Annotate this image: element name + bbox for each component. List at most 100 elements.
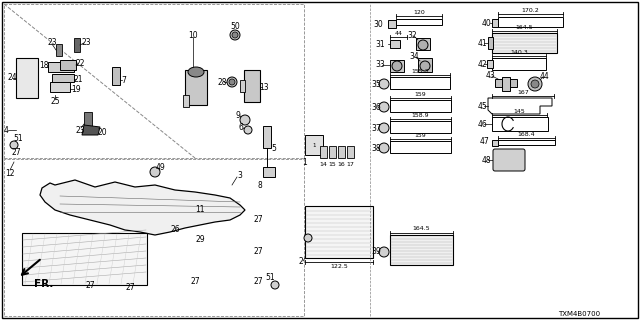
Bar [84,112,92,126]
Text: 140.3: 140.3 [510,50,528,54]
Bar [502,77,510,91]
Polygon shape [82,125,100,135]
Text: 39: 39 [371,247,381,257]
Bar [492,140,498,146]
Bar [388,20,396,28]
Text: 27: 27 [85,281,95,290]
Bar [338,146,345,158]
Text: 18: 18 [39,60,49,69]
Ellipse shape [188,67,204,77]
Circle shape [271,281,279,289]
Bar [390,121,451,133]
Circle shape [150,167,160,177]
Text: 21: 21 [73,75,83,84]
Text: 8: 8 [258,180,262,189]
Bar [183,95,189,107]
Text: 27: 27 [253,247,263,257]
Text: 3: 3 [237,171,243,180]
Bar [60,60,76,70]
Bar [244,70,260,102]
Bar [488,37,493,49]
Bar [396,19,442,25]
Circle shape [528,77,542,91]
Circle shape [418,40,428,50]
Text: 27: 27 [11,148,21,156]
Bar [492,19,498,27]
Text: 155.3: 155.3 [411,68,429,74]
Bar [16,58,38,98]
Bar [240,80,245,92]
Text: 48: 48 [481,156,491,164]
Text: 27: 27 [253,215,263,225]
Circle shape [531,80,539,88]
Circle shape [379,79,389,89]
Text: 4: 4 [4,125,8,134]
Text: 23: 23 [75,125,85,134]
Text: 45: 45 [477,101,487,110]
Bar [492,58,546,70]
Bar [56,44,62,56]
Bar [263,126,271,148]
Text: 47: 47 [479,137,489,146]
Bar [498,140,555,145]
Text: 26: 26 [170,226,180,235]
Text: 27: 27 [253,277,263,286]
Circle shape [10,141,18,149]
Text: 19: 19 [71,84,81,93]
Text: 27: 27 [125,284,135,292]
Text: FR.: FR. [35,279,54,289]
Circle shape [379,123,389,133]
Circle shape [244,126,252,134]
Text: 34: 34 [409,52,419,60]
Bar [52,74,74,82]
Bar [4,159,304,316]
Text: 164.5: 164.5 [516,25,533,29]
Text: 36: 36 [371,102,381,111]
Text: 167: 167 [517,90,529,94]
Bar [492,33,557,53]
Bar [48,62,74,72]
Circle shape [420,61,430,71]
Bar [390,100,451,112]
Circle shape [392,61,402,71]
Text: 120: 120 [413,10,425,14]
Text: 23: 23 [47,37,57,46]
Bar [305,135,323,155]
Bar [4,4,304,158]
Text: 50: 50 [230,21,240,30]
Circle shape [379,143,389,153]
Text: 158.9: 158.9 [412,113,429,117]
Text: 10: 10 [188,30,198,39]
Text: 28: 28 [217,77,227,86]
Bar [329,146,336,158]
Text: TXM4B0700: TXM4B0700 [558,311,600,317]
Bar [74,38,80,52]
Text: 1: 1 [303,157,307,166]
Text: 44: 44 [540,71,550,81]
Text: 24: 24 [7,73,17,82]
Text: 40: 40 [481,19,491,28]
Text: 9: 9 [236,110,241,119]
Bar [390,60,404,72]
Text: 145: 145 [514,108,525,114]
Circle shape [379,102,389,112]
Text: 23: 23 [81,37,91,46]
Text: 13: 13 [259,83,269,92]
Bar [305,206,373,258]
Bar [418,58,432,72]
Text: 27: 27 [190,277,200,286]
Bar [495,151,523,169]
Bar [390,77,450,89]
Circle shape [229,79,235,85]
Bar [495,79,517,87]
Bar [390,141,451,153]
Bar [416,38,430,50]
Circle shape [230,30,240,40]
Circle shape [379,247,389,257]
Text: 35: 35 [371,79,381,89]
Text: 51: 51 [13,133,23,142]
Text: 164.5: 164.5 [413,227,430,231]
Text: 122.5: 122.5 [330,263,348,268]
Text: 30: 30 [373,20,383,28]
Text: 49: 49 [155,163,165,172]
